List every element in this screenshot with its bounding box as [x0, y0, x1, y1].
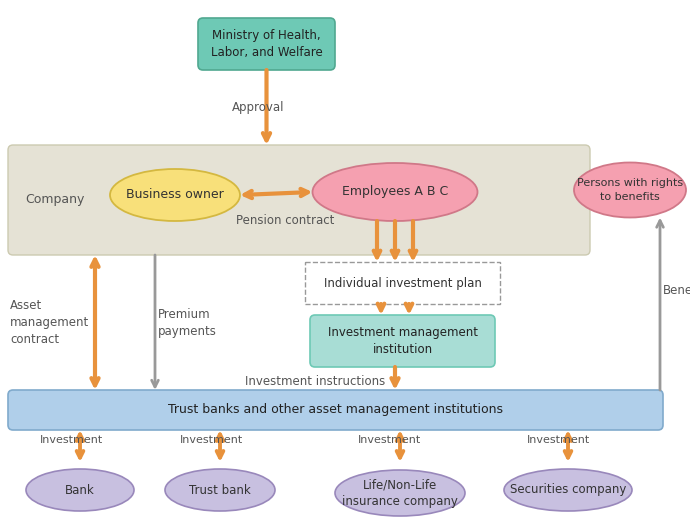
Ellipse shape	[504, 469, 632, 511]
Text: Premium
payments: Premium payments	[158, 307, 217, 337]
Text: Securities company: Securities company	[510, 484, 627, 496]
Text: Pension contract: Pension contract	[236, 213, 334, 227]
Text: Ministry of Health,
Labor, and Welfare: Ministry of Health, Labor, and Welfare	[210, 29, 322, 59]
FancyBboxPatch shape	[310, 315, 495, 367]
Text: Investment: Investment	[180, 435, 244, 445]
Text: Investment: Investment	[527, 435, 590, 445]
Text: Individual investment plan: Individual investment plan	[324, 277, 482, 289]
Ellipse shape	[26, 469, 134, 511]
Text: Investment instructions: Investment instructions	[245, 375, 385, 388]
Text: Life/Non-Life
insurance company: Life/Non-Life insurance company	[342, 478, 458, 508]
Bar	[305, 262, 500, 304]
Text: Trust banks and other asset management institutions: Trust banks and other asset management i…	[168, 403, 503, 417]
FancyBboxPatch shape	[198, 18, 335, 70]
Ellipse shape	[165, 469, 275, 511]
Text: Benefits: Benefits	[663, 284, 690, 296]
Text: Business owner: Business owner	[126, 188, 224, 202]
Text: Investment management
institution: Investment management institution	[328, 326, 477, 356]
Ellipse shape	[313, 163, 477, 221]
Text: Asset
management
contract: Asset management contract	[10, 299, 89, 346]
Text: Trust bank: Trust bank	[189, 484, 251, 496]
Text: Investment: Investment	[358, 435, 422, 445]
FancyBboxPatch shape	[8, 390, 663, 430]
Text: Investment: Investment	[40, 435, 104, 445]
Ellipse shape	[110, 169, 240, 221]
Text: Employees A B C: Employees A B C	[342, 186, 448, 198]
Ellipse shape	[574, 162, 686, 218]
Text: Persons with rights
to benefits: Persons with rights to benefits	[577, 178, 683, 202]
Text: Bank: Bank	[65, 484, 95, 496]
Text: Approval: Approval	[232, 101, 284, 114]
Text: Company: Company	[25, 194, 84, 206]
Ellipse shape	[335, 470, 465, 516]
FancyBboxPatch shape	[8, 145, 590, 255]
